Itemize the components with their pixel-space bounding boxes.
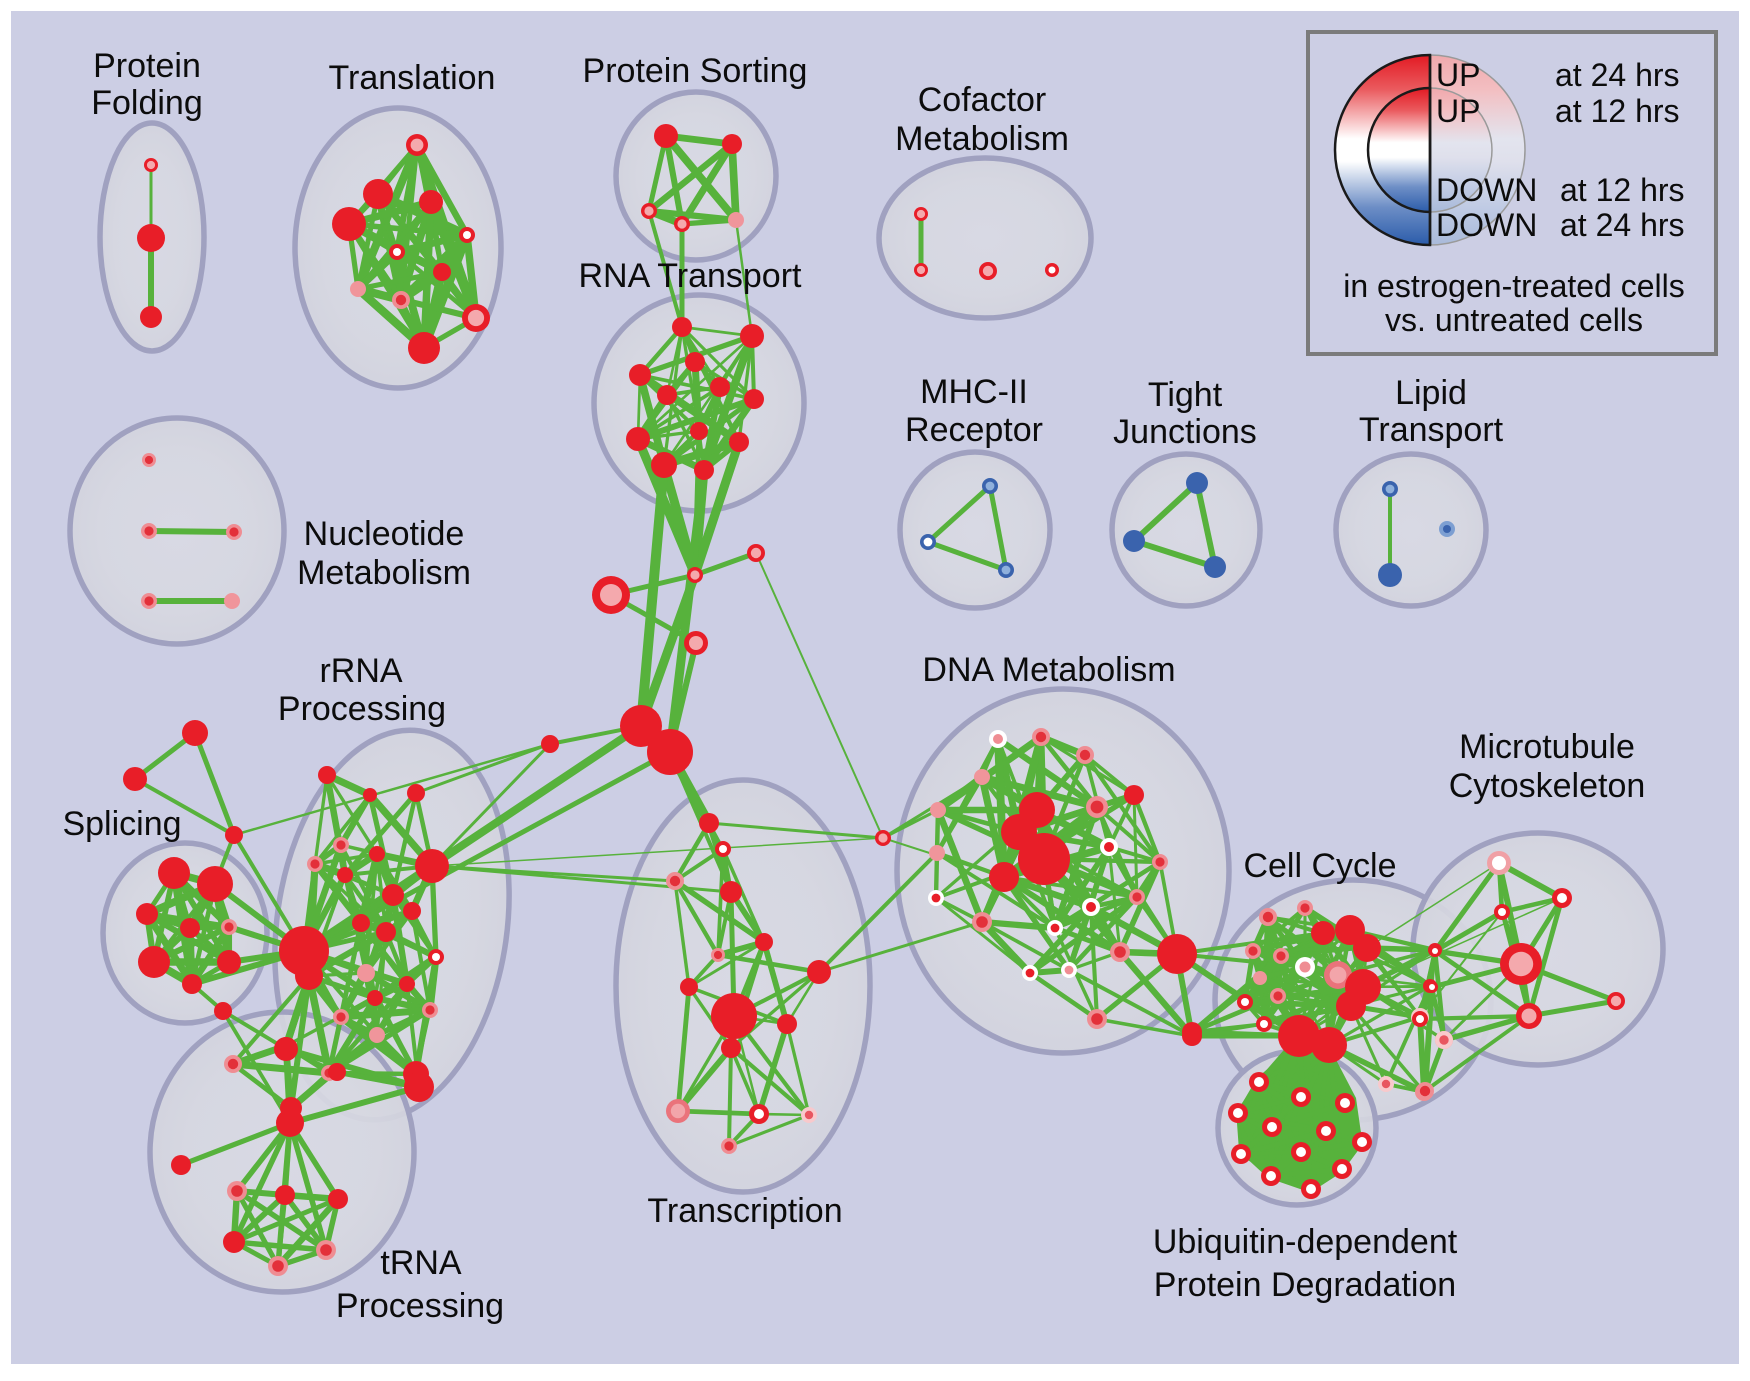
svg-text:at 24 hrs: at 24 hrs: [1560, 207, 1685, 243]
svg-text:at 24 hrs: at 24 hrs: [1555, 57, 1680, 93]
svg-text:Processing: Processing: [278, 690, 446, 728]
svg-text:DNA Metabolism: DNA Metabolism: [922, 651, 1175, 689]
svg-text:MHC-II: MHC-II: [920, 373, 1028, 411]
svg-text:Folding: Folding: [91, 84, 203, 122]
svg-text:vs. untreated cells: vs. untreated cells: [1385, 302, 1643, 338]
svg-text:Nucleotide: Nucleotide: [304, 515, 465, 553]
svg-text:RNA Transport: RNA Transport: [579, 257, 803, 295]
svg-text:Cell Cycle: Cell Cycle: [1243, 847, 1396, 885]
svg-text:Ubiquitin-dependent: Ubiquitin-dependent: [1153, 1223, 1458, 1261]
svg-text:Processing: Processing: [336, 1287, 504, 1325]
svg-text:DOWN: DOWN: [1436, 207, 1537, 243]
svg-text:Metabolism: Metabolism: [297, 554, 471, 592]
svg-text:at 12 hrs: at 12 hrs: [1560, 172, 1685, 208]
svg-text:Microtubule: Microtubule: [1459, 728, 1635, 766]
svg-text:Receptor: Receptor: [905, 411, 1043, 449]
svg-text:Cofactor: Cofactor: [918, 81, 1047, 119]
svg-text:Cytoskeleton: Cytoskeleton: [1449, 767, 1646, 805]
svg-text:at 12 hrs: at 12 hrs: [1555, 93, 1680, 129]
svg-text:Splicing: Splicing: [62, 805, 181, 843]
svg-text:UP: UP: [1436, 93, 1480, 129]
svg-text:Transcription: Transcription: [647, 1192, 842, 1230]
svg-text:Tight: Tight: [1148, 376, 1223, 414]
svg-text:DOWN: DOWN: [1436, 172, 1537, 208]
svg-text:tRNA: tRNA: [380, 1244, 462, 1282]
svg-text:Protein Sorting: Protein Sorting: [583, 52, 808, 90]
svg-text:Transport: Transport: [1359, 411, 1504, 449]
svg-text:Translation: Translation: [329, 59, 496, 97]
svg-text:Lipid: Lipid: [1395, 374, 1467, 412]
svg-text:Protein: Protein: [93, 47, 201, 85]
svg-text:Junctions: Junctions: [1113, 413, 1257, 451]
svg-text:Metabolism: Metabolism: [895, 120, 1069, 158]
svg-text:in estrogen-treated cells: in estrogen-treated cells: [1343, 268, 1685, 304]
svg-text:UP: UP: [1436, 57, 1480, 93]
svg-text:Protein Degradation: Protein Degradation: [1154, 1266, 1456, 1304]
svg-text:rRNA: rRNA: [319, 652, 402, 690]
